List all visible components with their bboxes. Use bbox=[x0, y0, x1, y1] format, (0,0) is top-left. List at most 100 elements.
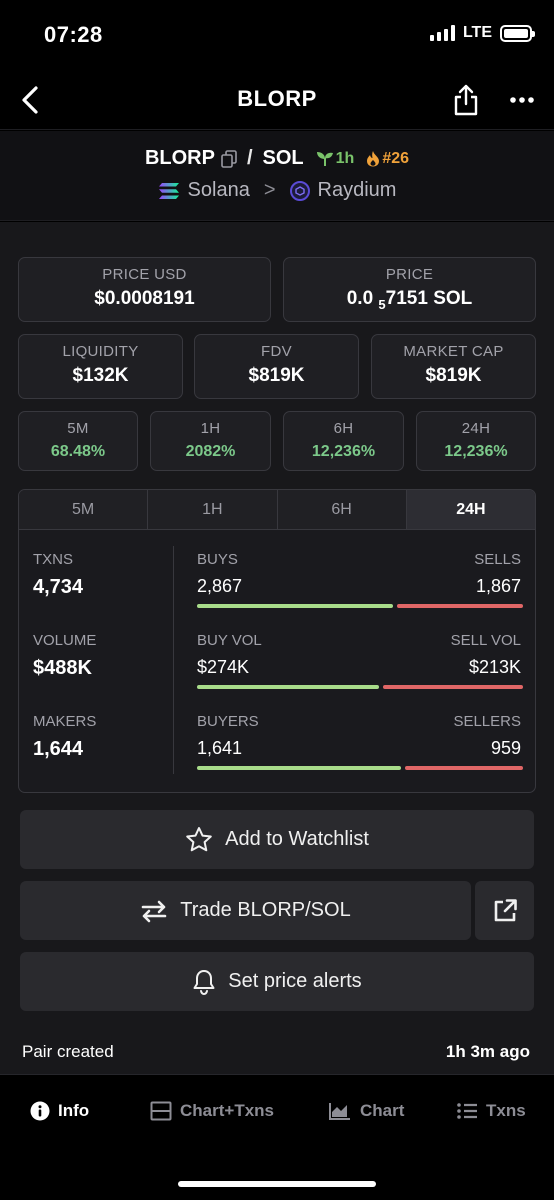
copy-address-button[interactable] bbox=[221, 149, 237, 168]
tab-chart-label: Chart bbox=[360, 1101, 405, 1120]
change-card-5m[interactable]: 5M 68.48% bbox=[18, 411, 138, 471]
status-bar: 07:28 LTE bbox=[0, 0, 554, 70]
more-button[interactable] bbox=[500, 78, 544, 122]
back-button[interactable] bbox=[8, 78, 52, 122]
change-card-6h[interactable]: 6H 12,236% bbox=[283, 411, 404, 471]
price-native-digits: 7151 bbox=[385, 288, 428, 309]
trending-rank-badge: #26 bbox=[366, 150, 409, 168]
pair-header: BLORP / SOL 1h #26 Solana > Raydium bbox=[0, 131, 554, 221]
open-external-button[interactable] bbox=[475, 881, 534, 940]
flame-icon bbox=[367, 151, 380, 167]
market-cap-value: $819K bbox=[425, 365, 482, 386]
change-label: 1H bbox=[200, 420, 221, 437]
raydium-logo-icon bbox=[289, 180, 310, 201]
bell-icon bbox=[193, 969, 215, 995]
pair-age: 1h bbox=[335, 149, 355, 167]
txn-stats-panel: 5M 1H 6H 24H TXNS 4,734 VOLUME $488K MAK… bbox=[18, 489, 536, 793]
price-usd-label: PRICE USD bbox=[102, 266, 187, 283]
market-cap-card: MARKET CAP $819K bbox=[371, 334, 536, 399]
sellers-value: 959 bbox=[490, 738, 521, 758]
pair-created-value: 1h 3m ago bbox=[445, 1042, 530, 1061]
tab-txns-label: Txns bbox=[486, 1101, 526, 1120]
sellers-label: SELLERS bbox=[453, 713, 521, 730]
liquidity-label: LIQUIDITY bbox=[62, 343, 139, 360]
price-usd-card: PRICE USD $0.0008191 bbox=[18, 257, 271, 322]
chain-name[interactable]: Solana bbox=[187, 179, 250, 201]
sellers-bar bbox=[405, 766, 523, 770]
price-native-value: 0.0 57151 SOL bbox=[284, 288, 535, 312]
tab-info[interactable]: Info bbox=[30, 1101, 89, 1121]
star-icon bbox=[186, 827, 212, 852]
change-value: 68.48% bbox=[50, 443, 106, 460]
trending-rank: #26 bbox=[382, 149, 410, 167]
fdv-card: FDV $819K bbox=[194, 334, 359, 399]
txns-value: 4,734 bbox=[33, 576, 84, 598]
area-chart-icon bbox=[329, 1103, 350, 1120]
change-value: 12,236% bbox=[311, 443, 376, 460]
liquidity-card: LIQUIDITY $132K bbox=[18, 334, 183, 399]
nav-bar: BLORP bbox=[0, 70, 554, 130]
buys-value: 2,867 bbox=[197, 576, 243, 596]
pair-title: BLORP / SOL 1h #26 bbox=[0, 147, 554, 170]
change-label: 6H bbox=[333, 420, 354, 437]
add-to-watchlist-label: Add to Watchlist bbox=[225, 828, 369, 850]
more-icon bbox=[510, 97, 534, 103]
price-native-prefix: 0.0 bbox=[346, 288, 374, 309]
home-indicator bbox=[178, 1181, 376, 1187]
chain-dex-chevron: > bbox=[263, 179, 276, 201]
price-native-zero-count: 5 bbox=[378, 297, 386, 312]
chevron-left-icon bbox=[22, 86, 38, 114]
trade-pair-button[interactable]: Trade BLORP/SOL bbox=[20, 881, 471, 940]
buy-vol-value: $274K bbox=[197, 657, 250, 677]
tab-chart[interactable]: Chart bbox=[328, 1101, 404, 1121]
buyers-label: BUYERS bbox=[197, 713, 259, 730]
tab-24h[interactable]: 24H bbox=[406, 490, 535, 529]
battery-icon bbox=[500, 24, 535, 42]
pair-info-content: PRICE USD $0.0008191 PRICE 0.0 57151 SOL… bbox=[0, 222, 554, 1074]
status-icons: LTE bbox=[429, 24, 535, 42]
market-cap-label: MARKET CAP bbox=[403, 343, 504, 360]
sell-vol-bar bbox=[383, 685, 523, 689]
tab-6h[interactable]: 6H bbox=[277, 490, 407, 529]
signal-icon bbox=[429, 25, 455, 41]
dex-name[interactable]: Raydium bbox=[317, 179, 397, 201]
buy-vol-label: BUY VOL bbox=[197, 632, 262, 649]
tab-5m[interactable]: 5M bbox=[19, 490, 149, 529]
txns-label: TXNS bbox=[33, 551, 74, 568]
change-value: 12,236% bbox=[444, 443, 508, 460]
fdv-label: FDV bbox=[261, 343, 292, 360]
change-card-24h[interactable]: 24H 12,236% bbox=[416, 411, 536, 471]
makers-label: MAKERS bbox=[33, 713, 97, 730]
change-card-1h[interactable]: 1H 2082% bbox=[150, 411, 271, 471]
price-usd-value: $0.0008191 bbox=[94, 288, 195, 309]
sells-label: SELLS bbox=[474, 551, 521, 568]
buy-vol-bar bbox=[197, 685, 379, 689]
change-label: 24H bbox=[461, 420, 491, 437]
set-price-alerts-button[interactable]: Set price alerts bbox=[20, 952, 534, 1011]
tab-1h[interactable]: 1H bbox=[148, 490, 278, 529]
trade-pair-label: Trade BLORP/SOL bbox=[180, 899, 351, 921]
price-native-card: PRICE 0.0 57151 SOL bbox=[283, 257, 536, 322]
price-native-label: PRICE bbox=[385, 266, 434, 283]
tab-chart-txns[interactable]: Chart+Txns bbox=[150, 1101, 274, 1121]
bottom-tab-bar: Info Chart+Txns Chart Txns bbox=[0, 1074, 554, 1200]
tab-chart-txns-label: Chart+Txns bbox=[180, 1101, 274, 1120]
tab-info-label: Info bbox=[58, 1101, 90, 1120]
sell-vol-value: $213K bbox=[468, 657, 521, 677]
pair-age-badge: 1h bbox=[316, 149, 355, 168]
page-title: BLORP bbox=[237, 86, 317, 111]
sprout-icon bbox=[316, 151, 333, 166]
liquidity-value: $132K bbox=[72, 365, 129, 386]
swap-arrows-icon bbox=[141, 900, 167, 922]
buyers-value: 1,641 bbox=[197, 738, 243, 758]
pair-separator: / bbox=[246, 147, 253, 169]
tab-txns[interactable]: Txns bbox=[456, 1101, 526, 1121]
chain-dex-line: Solana > Raydium bbox=[0, 179, 554, 202]
share-button[interactable] bbox=[444, 78, 488, 122]
add-to-watchlist-button[interactable]: Add to Watchlist bbox=[20, 810, 534, 869]
change-value: 2082% bbox=[185, 443, 236, 460]
solana-logo-icon bbox=[158, 182, 179, 199]
set-price-alerts-label: Set price alerts bbox=[228, 970, 362, 992]
share-icon bbox=[454, 84, 478, 116]
pair-created-label: Pair created bbox=[22, 1042, 114, 1061]
